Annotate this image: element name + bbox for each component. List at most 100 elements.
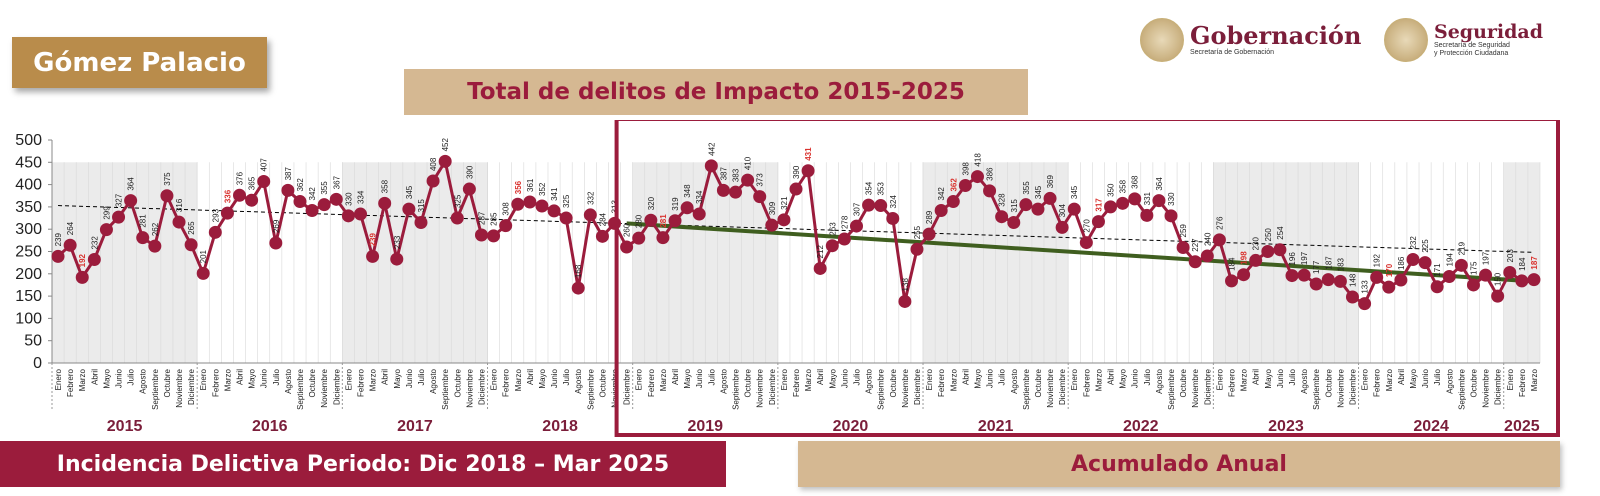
month-label: Junio [115,368,124,388]
month-label: Julio [707,368,716,385]
data-point [1418,256,1432,270]
data-point [245,193,259,207]
data-point [366,249,380,263]
month-label: Abril [1397,369,1406,385]
year-label: 2024 [1413,418,1449,435]
data-point [499,219,513,233]
data-point [886,211,900,225]
data-label: 386 [986,167,995,181]
logo-seg-sub1: Secretaría de Seguridad [1434,42,1510,49]
data-point [511,197,525,211]
data-point [124,194,138,208]
data-label: 342 [308,187,317,201]
data-label: 183 [1336,257,1345,271]
data-label: 364 [127,177,136,191]
month-label: Diciembre [1494,368,1503,405]
data-label: 262 [151,222,160,236]
month-label: Octubre [889,368,898,397]
month-label: Julio [417,368,426,385]
data-point [729,185,743,199]
data-point [172,215,186,229]
month-label: Diciembre [768,368,777,405]
data-point [1370,270,1384,284]
data-point [922,227,936,241]
data-label: 375 [163,172,172,186]
data-point [196,266,210,280]
year-label: 2020 [833,418,869,435]
month-label: Junio [695,368,704,388]
data-label: 390 [792,165,801,179]
data-point [1140,208,1154,222]
data-point [1454,258,1468,272]
year-band-2025 [1503,162,1540,363]
data-point [716,183,730,197]
data-point [1527,273,1541,287]
data-label: 342 [937,187,946,201]
data-point [160,189,174,203]
data-point [753,190,767,204]
month-label: Noviembre [1482,368,1491,407]
month-label: Mayo [102,368,111,388]
y-tick-label: 0 [33,355,42,372]
month-label: Diciembre [623,368,632,405]
month-label: Septiembre [441,368,450,409]
data-label: 260 [623,223,632,237]
month-label: Febrero [937,368,946,397]
data-point [1055,220,1069,234]
month-label: Mayo [1264,368,1273,388]
data-point [1249,253,1263,267]
month-label: Agosto [865,368,874,393]
y-tick-label: 150 [15,288,42,305]
month-label: Septiembre [732,368,741,409]
data-point [1333,274,1347,288]
data-point [741,173,755,187]
month-label: Marzo [1385,368,1394,391]
data-point [1237,268,1251,282]
data-point [1019,198,1033,212]
y-tick-label: 100 [15,310,42,327]
data-label: 332 [586,191,595,205]
data-point [825,239,839,253]
y-tick-label: 200 [15,266,42,283]
data-label: 387 [719,166,728,180]
y-tick-label: 50 [24,333,42,350]
data-label: 410 [744,156,753,170]
month-label: Julio [562,368,571,385]
trend-line-recent [626,221,1535,284]
data-label: 219 [1457,241,1466,255]
data-point [1309,277,1323,291]
data-point [620,240,634,254]
data-label: 196 [1288,252,1297,266]
month-label: Septiembre [151,368,160,409]
month-label: Abril [526,369,535,385]
month-label: Marzo [949,368,958,391]
data-label: 203 [1506,249,1515,263]
data-label: 175 [1469,261,1478,275]
month-label: Febrero [1518,368,1527,397]
data-label: 269 [272,219,281,233]
data-point [862,198,876,212]
data-point [789,182,803,196]
data-point [910,242,924,256]
data-label: 368 [1131,175,1140,189]
data-point [414,216,428,230]
month-label: Abril [90,369,99,385]
month-label: Enero [925,368,934,390]
month-label: Octubre [1469,368,1478,397]
data-label: 358 [381,179,390,193]
data-point [402,202,416,216]
data-label: 250 [1264,228,1273,242]
data-point [1515,274,1529,288]
data-point [535,199,549,213]
year-label: 2025 [1504,418,1540,435]
data-point [1479,268,1493,282]
data-label: 358 [1119,179,1128,193]
month-label: Enero [1506,368,1515,390]
data-label: 186 [1397,256,1406,270]
data-label: 150 [1494,272,1503,286]
data-point [257,174,271,188]
data-label: 265 [187,221,196,235]
month-label: Octubre [1324,368,1333,397]
data-label: 299 [102,206,111,220]
